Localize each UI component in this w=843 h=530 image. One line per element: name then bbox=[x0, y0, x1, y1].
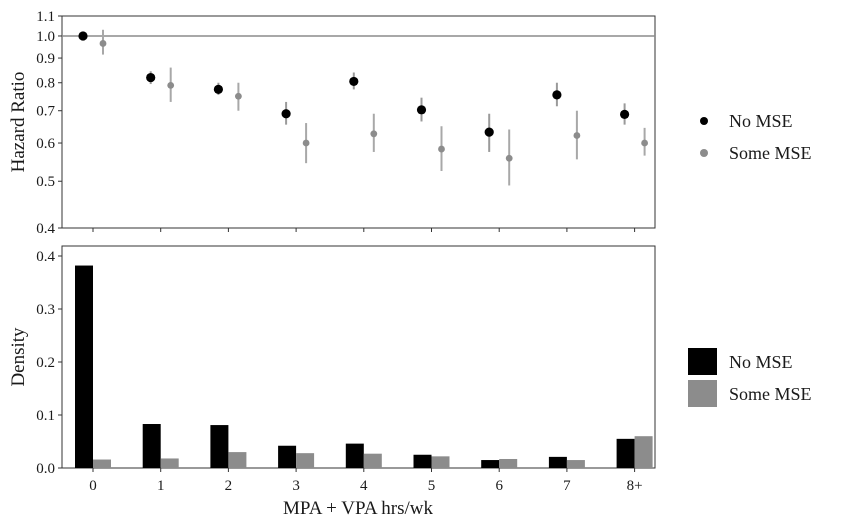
bar-no-mse-0 bbox=[75, 265, 93, 468]
legend-top-no-mse-label: No MSE bbox=[729, 111, 793, 131]
hazard-ratio-y-axis-title: Hazard Ratio bbox=[8, 72, 29, 173]
bar-some-mse-1 bbox=[160, 458, 179, 468]
hazard-ratio-panel: 0.4 0.5 0.6 0.7 0.8 0.9 1.0 1.1 Hazard Ratio bbox=[8, 9, 656, 237]
x-tick-label: 1 bbox=[157, 478, 165, 494]
bar-some-mse-3 bbox=[296, 453, 315, 468]
y-tick-label: 0.4 bbox=[36, 249, 55, 265]
hazard-ratio-x-ticks bbox=[92, 228, 636, 232]
density-y-ticks: 0.0 0.1 0.2 0.3 0.4 bbox=[36, 249, 62, 477]
bar-no-mse-5 bbox=[413, 454, 432, 468]
legend-bottom-some-mse-label: Some MSE bbox=[729, 384, 812, 404]
point-some-mse-5 bbox=[438, 145, 445, 153]
x-tick-label: 0 bbox=[89, 478, 97, 494]
y-tick-label: 0.6 bbox=[36, 136, 55, 152]
point-no-mse-2 bbox=[213, 84, 223, 94]
bar-some-mse-7 bbox=[566, 460, 585, 468]
y-tick-label: 0.7 bbox=[36, 104, 55, 120]
legend-bottom-no-mse-swatch bbox=[688, 348, 717, 375]
y-tick-label: 0.8 bbox=[36, 76, 55, 92]
point-no-mse-3 bbox=[281, 109, 291, 119]
x-tick-label: 8+ bbox=[627, 478, 643, 494]
y-tick-label: 0.9 bbox=[36, 51, 55, 67]
bar-some-mse-8 bbox=[634, 436, 653, 468]
legend-bottom-no-mse-label: No MSE bbox=[729, 352, 793, 372]
point-marks bbox=[78, 31, 648, 162]
bar-no-mse-1 bbox=[142, 424, 161, 468]
x-axis-title: MPA + VPA hrs/wk bbox=[283, 498, 433, 519]
x-tick-label: 7 bbox=[563, 478, 571, 494]
bar-some-mse-6 bbox=[499, 458, 518, 468]
bar-some-mse-4 bbox=[363, 453, 382, 468]
y-tick-label: 0.5 bbox=[36, 174, 55, 190]
point-no-mse-1 bbox=[146, 72, 156, 83]
point-some-mse-2 bbox=[235, 92, 242, 100]
point-no-mse-6 bbox=[484, 127, 494, 137]
point-some-mse-4 bbox=[370, 130, 378, 138]
bar-no-mse-8 bbox=[616, 438, 635, 468]
y-tick-label: 0.3 bbox=[36, 302, 55, 318]
point-some-mse-7 bbox=[573, 132, 581, 139]
bar-some-mse-2 bbox=[228, 452, 247, 468]
bar-no-mse-6 bbox=[481, 460, 500, 468]
point-no-mse-8 bbox=[620, 109, 630, 119]
x-tick-label: 6 bbox=[495, 478, 503, 494]
point-some-mse-0 bbox=[99, 40, 107, 47]
hazard-ratio-legend: No MSE Some MSE bbox=[700, 111, 812, 163]
x-tick-label: 2 bbox=[225, 478, 233, 494]
y-tick-label: 0.2 bbox=[36, 355, 55, 371]
point-no-mse-4 bbox=[349, 76, 359, 87]
density-plot-frame bbox=[61, 245, 656, 469]
legend-bottom-some-mse-swatch bbox=[688, 380, 717, 407]
bar-no-mse-3 bbox=[278, 445, 297, 468]
point-no-mse-7 bbox=[552, 90, 562, 100]
density-y-axis-title: Density bbox=[8, 327, 29, 387]
point-some-mse-8 bbox=[641, 139, 648, 147]
legend-top-some-mse-swatch bbox=[700, 149, 708, 157]
density-legend: No MSE Some MSE bbox=[688, 348, 812, 407]
hazard-ratio-plot-frame bbox=[61, 15, 656, 229]
bar-marks bbox=[75, 265, 653, 468]
bar-no-mse-7 bbox=[548, 456, 567, 468]
legend-top-no-mse-swatch bbox=[700, 117, 708, 125]
density-x-ticks: 0 1 2 3 4 5 6 7 8+ bbox=[89, 468, 643, 494]
point-no-mse-5 bbox=[416, 105, 427, 115]
bar-some-mse-5 bbox=[431, 456, 450, 468]
y-tick-label: 0.4 bbox=[36, 221, 55, 237]
bar-some-mse-0 bbox=[93, 459, 111, 468]
bar-no-mse-2 bbox=[210, 425, 229, 468]
point-some-mse-1 bbox=[167, 81, 175, 89]
bar-no-mse-4 bbox=[345, 443, 364, 468]
y-tick-label: 0.1 bbox=[36, 408, 55, 424]
y-tick-label: 1.0 bbox=[36, 29, 55, 45]
legend-top-some-mse-label: Some MSE bbox=[729, 143, 812, 163]
point-some-mse-3 bbox=[302, 139, 310, 147]
x-tick-label: 3 bbox=[292, 478, 300, 494]
hazard-ratio-y-ticks: 0.4 0.5 0.6 0.7 0.8 0.9 1.0 1.1 bbox=[36, 9, 62, 237]
y-tick-label: 1.1 bbox=[36, 9, 55, 25]
point-some-mse-6 bbox=[505, 154, 513, 162]
x-tick-label: 5 bbox=[428, 478, 436, 494]
y-tick-label: 0.0 bbox=[36, 461, 55, 477]
density-panel: 0.0 0.1 0.2 0.3 0.4 0 1 2 3 4 5 6 7 8+ Density MPA +… bbox=[8, 245, 656, 519]
x-tick-label: 4 bbox=[360, 478, 368, 494]
point-no-mse-0 bbox=[78, 31, 88, 41]
